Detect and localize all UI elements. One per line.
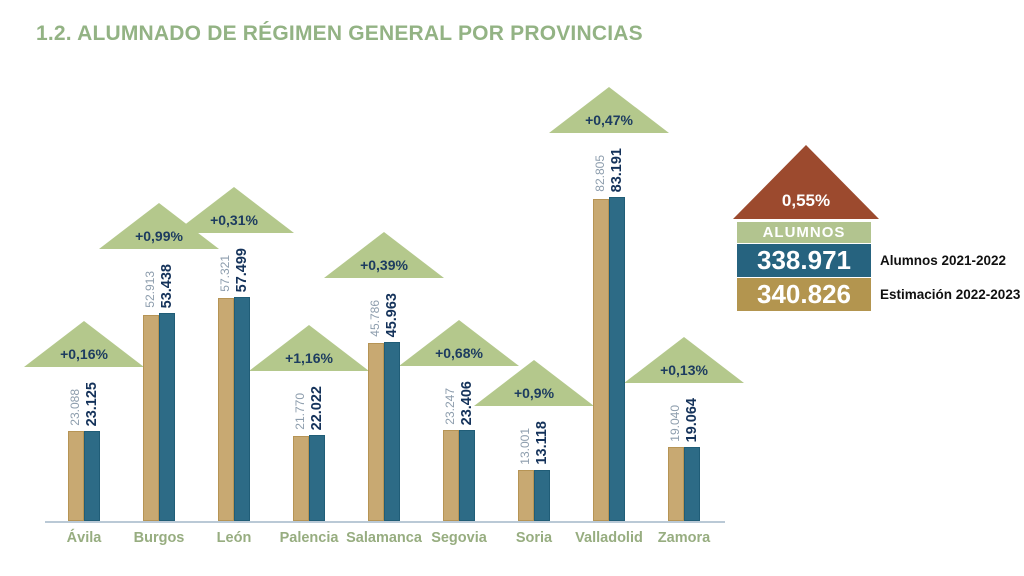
- bar-leon-estimacion: [234, 297, 250, 521]
- legend-label-2021-2022: Alumnos 2021-2022: [880, 253, 1007, 268]
- pct-change-segovia: +0,68%: [435, 345, 483, 361]
- value-palencia-estimacion: 22.022: [309, 385, 325, 430]
- value-zamora-estimacion: 19.064: [684, 397, 700, 442]
- x-label-soria: Soria: [515, 530, 553, 546]
- value-avila-2021-2022: 23.088: [68, 389, 82, 426]
- change-arrow-palencia-icon: +1,16%: [249, 325, 369, 371]
- x-label-avila: Ávila: [66, 530, 102, 546]
- x-label-zamora: Zamora: [657, 530, 711, 546]
- bar-valladolid-estimacion: [609, 197, 625, 521]
- value-salamanca-2021-2022: 45.786: [368, 300, 382, 337]
- change-arrow-avila-icon: +0,16%: [24, 321, 144, 367]
- value-soria-2021-2022: 13.001: [518, 428, 532, 465]
- x-label-salamanca: Salamanca: [346, 530, 422, 546]
- pct-change-burgos: +0,99%: [135, 228, 183, 244]
- bar-avila-2021-2022: [68, 431, 84, 521]
- value-avila-estimacion: 23.125: [84, 381, 100, 426]
- legend-total-2021-2022: 338.971: [737, 244, 871, 277]
- bar-segovia-2021-2022: [443, 430, 459, 521]
- value-leon-2021-2022: 57.321: [218, 255, 232, 292]
- pct-change-palencia: +1,16%: [285, 350, 333, 366]
- value-leon-estimacion: 57.499: [234, 247, 250, 292]
- value-soria-estimacion: 13.118: [534, 421, 550, 465]
- x-label-palencia: Palencia: [279, 530, 339, 546]
- bar-palencia-estimacion: [309, 435, 325, 521]
- bar-salamanca-estimacion: [384, 342, 400, 521]
- pct-change-avila: +0,16%: [60, 346, 108, 362]
- bar-salamanca-2021-2022: [368, 343, 384, 521]
- change-arrow-valladolid-icon: +0,47%: [549, 87, 669, 133]
- pct-change-salamanca: +0,39%: [360, 257, 408, 273]
- x-label-valladolid: Valladolid: [575, 530, 643, 546]
- x-label-leon: León: [216, 530, 252, 546]
- x-label-segovia: Segovia: [431, 530, 487, 546]
- bar-zamora-estimacion: [684, 447, 700, 521]
- bar-zamora-2021-2022: [668, 447, 684, 521]
- bar-burgos-2021-2022: [143, 315, 159, 521]
- bar-valladolid-2021-2022: [593, 199, 609, 521]
- change-arrow-segovia-icon: +0,68%: [399, 320, 519, 366]
- bar-soria-estimacion: [534, 470, 550, 521]
- value-burgos-estimacion: 53.438: [159, 263, 175, 308]
- bar-segovia-estimacion: [459, 430, 475, 521]
- value-valladolid-estimacion: 83.191: [609, 147, 625, 192]
- legend-total-estimacion: 340.826: [737, 278, 871, 311]
- total-change-value: 0,55%: [781, 191, 831, 210]
- pct-change-zamora: +0,13%: [660, 362, 708, 378]
- bar-leon-2021-2022: [218, 298, 234, 521]
- x-axis-line: [45, 521, 725, 523]
- value-segovia-2021-2022: 23.247: [443, 388, 457, 425]
- bar-palencia-2021-2022: [293, 436, 309, 521]
- value-valladolid-2021-2022: 82.805: [593, 155, 607, 192]
- value-zamora-2021-2022: 19.040: [668, 405, 682, 442]
- pct-change-leon: +0,31%: [210, 212, 258, 228]
- x-label-burgos: Burgos: [133, 530, 185, 546]
- pct-change-valladolid: +0,47%: [585, 112, 633, 128]
- bar-soria-2021-2022: [518, 470, 534, 521]
- change-arrow-leon-icon: +0,31%: [174, 187, 294, 233]
- page-title: 1.2. ALUMNADO DE RÉGIMEN GENERAL POR PRO…: [36, 22, 643, 45]
- bar-avila-estimacion: [84, 431, 100, 521]
- change-arrow-zamora-icon: +0,13%: [624, 337, 744, 383]
- value-burgos-2021-2022: 52.913: [143, 271, 157, 308]
- value-segovia-estimacion: 23.406: [459, 380, 475, 425]
- value-palencia-2021-2022: 21.770: [293, 393, 307, 430]
- bar-burgos-estimacion: [159, 313, 175, 521]
- change-arrow-salamanca-icon: +0,39%: [324, 232, 444, 278]
- value-salamanca-estimacion: 45.963: [384, 292, 400, 337]
- legend-label-estimacion: Estimación 2022-2023: [880, 287, 1021, 302]
- legend-header: ALUMNOS: [737, 222, 871, 243]
- change-arrow-soria-icon: +0,9%: [474, 360, 594, 406]
- pct-change-soria: +0,9%: [513, 385, 555, 401]
